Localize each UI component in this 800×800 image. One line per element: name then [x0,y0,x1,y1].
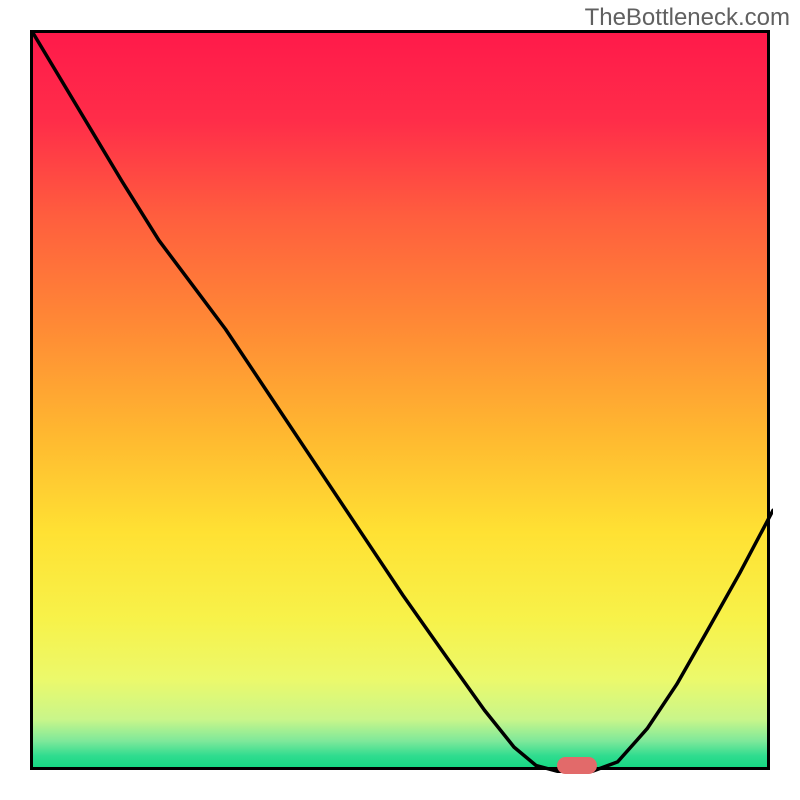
plot-area [30,30,770,770]
optimal-marker [557,757,598,773]
curve-layer [33,33,773,773]
bottleneck-curve [33,33,773,772]
chart-container: TheBottleneck.com [0,0,800,800]
watermark-text: TheBottleneck.com [585,4,790,32]
